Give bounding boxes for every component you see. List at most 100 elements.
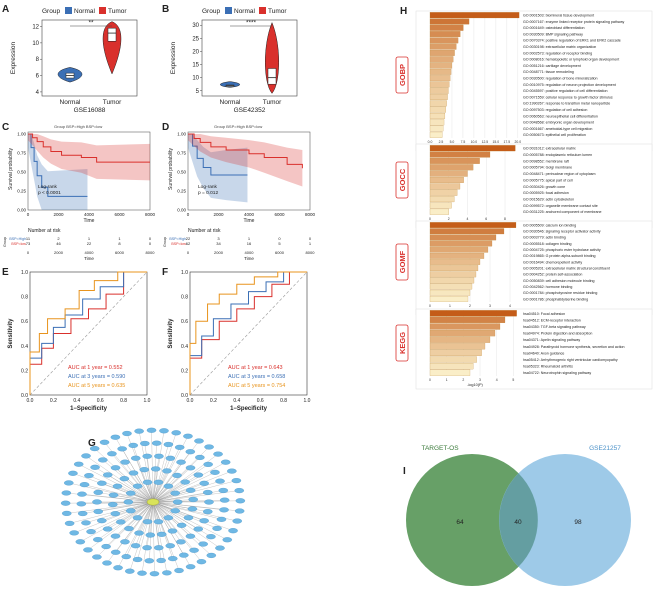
network-node — [193, 472, 204, 478]
legend-label-tumor: Tumor — [268, 8, 287, 15]
enrichment-bar — [429, 208, 449, 215]
auc-label-0: AUC at 1 year = 0.552 — [68, 365, 123, 371]
enrichment-term: GO:0005925: focal adhesion — [523, 191, 569, 195]
x-tick-label: 3 — [489, 304, 491, 308]
y-tick-label: 0.6 — [181, 319, 188, 325]
network-node — [212, 525, 222, 531]
enrichment-term: GO:0060563: neuroepithelial cell differe… — [523, 114, 598, 118]
venn-right-count: 98 — [574, 519, 582, 526]
category-tag: KEGG — [398, 332, 407, 354]
network-node — [163, 483, 174, 489]
enrichment-term: hsa04512: ECM-receptor interaction — [523, 318, 581, 322]
y-tick-label: 0.2 — [21, 368, 28, 374]
risk-value: 1 — [118, 236, 121, 241]
network-node — [146, 427, 157, 433]
network-node — [215, 545, 225, 551]
category-tag-box — [395, 56, 409, 94]
network-node — [137, 570, 147, 576]
enrichment-term: GO:0031012: extracellular matrix — [523, 147, 576, 151]
network-edge — [126, 501, 154, 557]
network-node — [154, 545, 164, 551]
enrichment-bar — [429, 277, 475, 284]
ci-band-0 — [188, 134, 248, 203]
network-node — [97, 518, 107, 524]
network-node — [64, 520, 75, 526]
network-node — [188, 496, 198, 503]
panel-letter-b: B — [162, 4, 169, 15]
enrichment-bar — [429, 31, 461, 38]
enrichment-term: GO:0005794: Golgi membrane — [523, 166, 572, 170]
network-node — [134, 428, 144, 434]
risk-x-label: Time — [84, 256, 94, 261]
risk-value: 0 — [309, 236, 312, 241]
network-node — [126, 508, 136, 514]
enrichment-bar — [429, 43, 457, 50]
enrichment-bar — [429, 252, 485, 259]
risk-row-label: BSP=low — [171, 242, 186, 246]
network-node — [140, 440, 150, 447]
network-node — [185, 487, 196, 493]
x-tick-label: 8 — [504, 217, 506, 221]
enrichment-term: GO:0004252: protein self-association — [523, 273, 582, 277]
risk-value: 73 — [26, 241, 31, 246]
enrichment-bar — [429, 119, 445, 126]
dataset-label: GSE16088 — [74, 107, 106, 114]
network-edge — [152, 475, 178, 503]
x-tick-label: 0.2 — [50, 398, 57, 404]
network-edge — [107, 501, 154, 530]
enrichment-bar — [429, 106, 446, 113]
enrichment-bar — [429, 202, 452, 209]
x-tick-label: Tumor — [263, 99, 282, 106]
network-node — [97, 480, 107, 486]
enrichment-bar — [429, 336, 491, 343]
x-axis-label: 1−Specificity — [70, 406, 108, 412]
network-node — [119, 476, 130, 482]
network-node — [189, 547, 199, 553]
network-edge — [152, 499, 194, 503]
significance-label: ** — [88, 20, 94, 27]
x-tick-label: 5.0 — [450, 140, 455, 144]
venn-circle-left — [406, 454, 538, 586]
network-node — [168, 556, 178, 562]
auc-label-1: AUC at 3 years = 0.658 — [228, 374, 285, 380]
network-node — [216, 516, 227, 522]
network-edge — [112, 501, 154, 505]
network-node — [235, 498, 246, 504]
enrichment-term: hsa04350: TGF-beta signaling pathway — [523, 325, 586, 329]
x-tick-label: 2.5 — [439, 140, 444, 144]
enrichment-bar — [429, 283, 473, 290]
network-node — [222, 537, 233, 543]
enrichment-term: GO:0050839: cell adhesion molecule bindi… — [523, 279, 595, 283]
diagonal-reference — [189, 271, 308, 396]
y-tick-label: 0.4 — [181, 344, 188, 350]
enrichment-bar — [429, 323, 501, 330]
legend-title: Group — [42, 8, 60, 15]
ci-band-0 — [28, 134, 88, 210]
enrichment-term: hsa04371: Apelin signaling pathway — [523, 338, 580, 342]
enrichment-term: GO:0048771: tissue remodeling — [523, 70, 574, 74]
network-node — [153, 479, 164, 485]
network-node — [92, 499, 102, 505]
network-edge — [106, 501, 154, 547]
box-tumor — [107, 27, 117, 42]
enrichment-bar — [429, 289, 471, 296]
category-tag-box — [395, 324, 409, 362]
legend-swatch-tumor — [99, 7, 106, 14]
enrichment-bar — [429, 56, 454, 63]
network-node — [185, 564, 196, 570]
risk-x-tick: 8000 — [306, 250, 316, 255]
risk-value: 62 — [186, 241, 191, 246]
x-tick-label: 20.0 — [515, 140, 522, 144]
network-edge — [133, 445, 154, 503]
y-tick-label: 12 — [32, 25, 39, 31]
enrichment-term: GO:0016494: chemorepellent activity — [523, 260, 582, 264]
network-edge — [138, 501, 154, 534]
network-edge — [152, 447, 180, 503]
network-node — [101, 543, 111, 550]
network-node — [183, 433, 193, 439]
network-node — [68, 470, 78, 476]
category-tag: GOBP — [398, 64, 407, 86]
network-edge — [124, 462, 154, 503]
km-legend: Group BSP=High BSP=low — [214, 124, 262, 129]
risk-x-tick: 0 — [27, 250, 30, 255]
